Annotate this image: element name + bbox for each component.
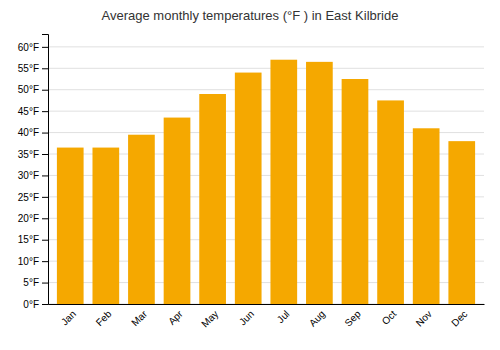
y-tick-label: 15°F	[18, 234, 39, 245]
y-tick: 35°F	[18, 149, 48, 160]
y-tick-mark	[42, 90, 48, 91]
y-tick-label: 35°F	[18, 149, 39, 160]
bars	[57, 60, 475, 304]
y-axis: 0°F 5°F 10°F 15°F 20°F 25°F 30°F 35°F 40°F 45°F 50…	[18, 35, 49, 310]
y-tick: 20°F	[18, 213, 48, 224]
bar	[377, 100, 404, 304]
y-tick-mark	[42, 68, 48, 69]
y-tick-label: 20°F	[18, 213, 39, 224]
x-tick-label: Oct	[380, 308, 399, 327]
y-tick: 0°F	[23, 299, 48, 310]
title: Average monthly temperatures (°F ) in Ea…	[102, 8, 399, 23]
x-tick-label: Jun	[237, 308, 256, 327]
x-tick: Sep	[342, 308, 363, 329]
y-tick-mark	[42, 175, 48, 176]
x-tick: Dec	[449, 308, 469, 328]
x-tick: Aug	[307, 308, 327, 328]
x-tick-label: Mar	[129, 308, 149, 328]
x-axis-line	[49, 304, 485, 305]
grid-line	[48, 89, 484, 90]
y-tick-mark	[42, 111, 48, 112]
y-tick-label: 30°F	[18, 170, 39, 181]
y-tick-label: 10°F	[18, 256, 39, 267]
bar	[199, 94, 226, 304]
y-tick-mark	[42, 261, 48, 262]
y-tick-label: 60°F	[18, 42, 39, 53]
y-tick-label: 25°F	[18, 192, 39, 203]
y-tick-label: 5°F	[23, 277, 39, 288]
x-tick-label: Sep	[342, 308, 363, 329]
chart: Average monthly temperatures (°F ) in Ea…	[0, 0, 500, 350]
x-tick: Nov	[414, 308, 434, 328]
bar	[306, 62, 333, 304]
bar	[92, 148, 119, 304]
bar	[413, 128, 440, 304]
y-tick: 10°F	[18, 256, 48, 267]
y-tick: 40°F	[18, 127, 48, 138]
y-tick: 25°F	[18, 192, 48, 203]
y-tick-mark	[42, 197, 48, 198]
grid-line	[48, 111, 484, 112]
y-tick-label: 45°F	[18, 106, 39, 117]
x-tick-label: Apr	[166, 308, 185, 327]
grid	[48, 47, 484, 304]
y-tick-mark	[42, 133, 48, 134]
y-tick: 15°F	[18, 234, 48, 245]
y-tick-mark	[42, 283, 48, 284]
bar	[342, 79, 369, 304]
x-tick-label: Jan	[59, 308, 78, 327]
x-tick: Jul	[275, 308, 292, 325]
y-tick-mark	[42, 304, 48, 305]
x-tick: Apr	[166, 308, 185, 327]
y-tick: 55°F	[18, 63, 48, 74]
y-axis-line	[42, 35, 49, 305]
x-tick: May	[199, 308, 220, 329]
y-tick-label: 55°F	[18, 63, 39, 74]
grid-line	[48, 46, 484, 47]
y-tick-mark	[42, 240, 48, 241]
bar	[128, 135, 155, 304]
y-tick: 50°F	[18, 84, 48, 95]
x-tick: Feb	[94, 308, 114, 328]
x-axis: Jan Feb Mar Apr May Jun Jul Aug Sep Oct Nov Dec	[49, 305, 485, 330]
y-tick: 45°F	[18, 106, 48, 117]
x-tick-label: Aug	[307, 308, 327, 328]
y-tick-label: 50°F	[18, 84, 39, 95]
y-tick: 5°F	[23, 277, 48, 288]
bar	[235, 73, 262, 304]
y-tick-label: 40°F	[18, 127, 39, 138]
x-tick-label: Jul	[275, 308, 292, 325]
x-tick-label: Dec	[449, 308, 469, 328]
bar	[270, 60, 297, 304]
y-tick-mark	[42, 218, 48, 219]
x-tick-label: Feb	[94, 308, 114, 328]
plot: 0°F 5°F 10°F 15°F 20°F 25°F 30°F 35°F 40°F 45°F 50…	[18, 35, 485, 330]
x-tick: Jun	[237, 308, 256, 327]
grid-line	[48, 68, 484, 69]
y-tick-mark	[42, 47, 48, 48]
bar	[164, 118, 191, 304]
x-tick-label: Nov	[414, 308, 434, 328]
y-tick-label: 0°F	[23, 299, 39, 310]
y-tick: 60°F	[18, 42, 48, 53]
y-tick: 30°F	[18, 170, 48, 181]
x-tick: Jan	[59, 308, 78, 327]
bar	[448, 141, 475, 304]
x-tick: Mar	[129, 308, 149, 328]
bar	[57, 148, 84, 304]
x-tick: Oct	[380, 308, 399, 327]
y-tick-mark	[42, 154, 48, 155]
x-tick-label: May	[199, 308, 220, 329]
